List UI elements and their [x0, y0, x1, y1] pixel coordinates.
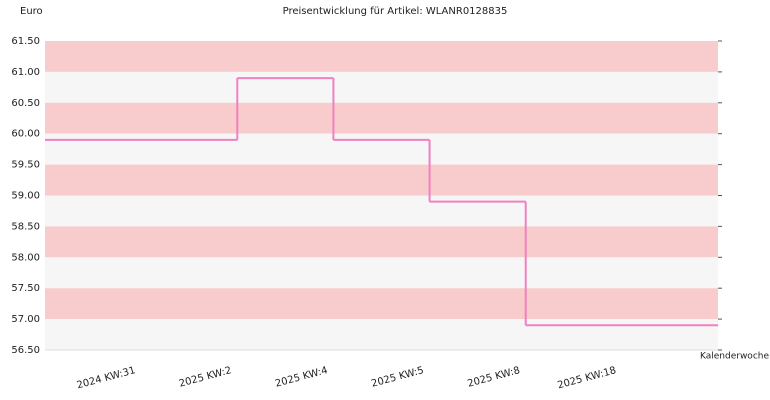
y-tick-label: 60.50 [11, 98, 40, 109]
band [45, 226, 718, 258]
y-tick-label: 57.50 [11, 283, 40, 294]
band [45, 102, 718, 134]
y-tick-label: 58.50 [11, 221, 40, 232]
x-tick-label: 2025 KW:8 [466, 365, 521, 390]
chart-title: Preisentwicklung für Artikel: WLANR01288… [283, 6, 508, 17]
x-tick-label: 2025 KW:4 [274, 365, 329, 390]
band [45, 41, 718, 72]
x-tick-label: 2024 KW:31 [76, 365, 137, 391]
x-tick-label: 2025 KW:5 [370, 365, 425, 390]
y-tick-label: 59.00 [11, 191, 40, 202]
band [45, 257, 718, 289]
x-axis-label: Kalenderwoche [700, 352, 769, 362]
y-axis-label: Euro [20, 6, 43, 17]
band [45, 133, 718, 165]
y-tick-label: 61.50 [11, 36, 40, 47]
band [45, 164, 718, 196]
band [45, 288, 718, 320]
x-tick-label: 2025 KW:2 [178, 365, 233, 390]
band [45, 319, 718, 350]
band [45, 195, 718, 227]
y-tick-label: 59.50 [11, 160, 40, 171]
y-tick-label: 61.00 [11, 67, 40, 78]
y-tick-label: 60.00 [11, 129, 40, 140]
band [45, 71, 718, 103]
x-tick-label: 2025 KW:18 [556, 365, 617, 391]
y-tick-label: 57.00 [11, 314, 40, 325]
y-tick-label: 56.50 [11, 345, 40, 356]
y-tick-label: 58.00 [11, 252, 40, 263]
